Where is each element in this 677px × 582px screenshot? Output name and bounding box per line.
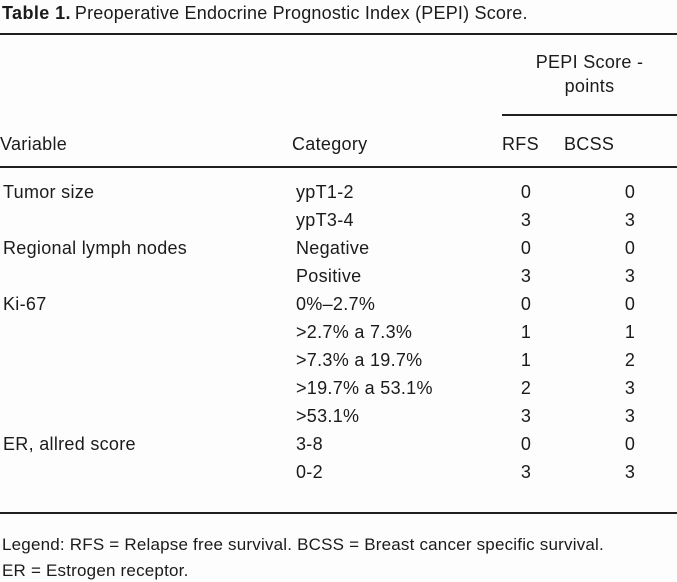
table-row: 0-2 3 3 xyxy=(0,458,677,513)
rfs-score-cell: 1 xyxy=(520,350,532,370)
variable-cell xyxy=(0,402,292,430)
rfs-score-cell: 1 xyxy=(520,322,532,342)
variable-cell: ER, allred score xyxy=(3,434,136,454)
legend-line-2: ER = Estrogen receptor. xyxy=(2,561,189,580)
table-row: Regional lymph nodes Negative 0 0 xyxy=(0,234,677,262)
rfs-score-cell: 2 xyxy=(520,378,532,398)
column-header-row: Variable Category RFS BCSS xyxy=(0,115,677,168)
spanner-line-1: PEPI Score - xyxy=(535,52,644,72)
pepi-score-points-spanner: PEPI Score - points xyxy=(502,34,677,116)
table-caption: Preoperative Endocrine Prognostic Index … xyxy=(74,3,528,23)
category-cell: Positive xyxy=(296,266,362,286)
category-cell: 0%–2.7% xyxy=(296,294,376,314)
table-row: Ki-67 0%–2.7% 0 0 xyxy=(0,290,677,318)
bcss-score-cell: 3 xyxy=(624,462,636,482)
table-row: Tumor size ypT1-2 0 0 xyxy=(0,167,677,206)
table-number-label: Table 1. xyxy=(2,3,71,23)
bcss-score-cell: 2 xyxy=(624,350,636,370)
bcss-score-cell: 0 xyxy=(624,294,636,314)
category-cell: >53.1% xyxy=(296,406,360,426)
column-header-variable: Variable xyxy=(0,115,292,168)
rfs-score-cell: 3 xyxy=(520,266,532,286)
spanner-row: PEPI Score - points xyxy=(0,34,677,116)
table-title: Table 1. Preoperative Endocrine Prognosti… xyxy=(0,2,677,24)
variable-cell: Tumor size xyxy=(3,182,95,202)
rfs-score-cell: 3 xyxy=(520,210,532,230)
table-row: >53.1% 3 3 xyxy=(0,402,677,430)
legend-line-1: Legend: RFS = Relapse free survival. BCS… xyxy=(2,535,604,554)
category-cell: ypT3-4 xyxy=(296,210,354,230)
variable-cell xyxy=(0,262,292,290)
rfs-score-cell: 0 xyxy=(520,238,532,258)
category-cell: >2.7% a 7.3% xyxy=(296,322,413,342)
bcss-score-cell: 3 xyxy=(624,266,636,286)
variable-cell xyxy=(0,318,292,346)
variable-cell xyxy=(0,458,292,513)
bcss-score-cell: 1 xyxy=(624,322,636,342)
category-cell: >19.7% a 53.1% xyxy=(296,378,433,398)
column-header-category: Category xyxy=(292,115,502,168)
table-legend: Legend: RFS = Relapse free survival. BCS… xyxy=(0,532,677,582)
table-row: Positive 3 3 xyxy=(0,262,677,290)
variable-cell xyxy=(0,206,292,234)
bcss-score-cell: 3 xyxy=(624,378,636,398)
rfs-score-cell: 3 xyxy=(520,406,532,426)
column-header-bcss: BCSS xyxy=(564,115,677,168)
bcss-score-cell: 3 xyxy=(624,210,636,230)
bcss-score-cell: 3 xyxy=(624,406,636,426)
bcss-score-cell: 0 xyxy=(624,238,636,258)
spanner-spacer-cell xyxy=(0,34,502,115)
variable-cell: Regional lymph nodes xyxy=(3,238,188,258)
pepi-score-table: PEPI Score - points Variable Category RF… xyxy=(0,33,677,514)
bcss-score-cell: 0 xyxy=(624,182,636,202)
bcss-score-cell: 0 xyxy=(624,434,636,454)
spanner-line-2: points xyxy=(564,76,615,96)
category-cell: 0-2 xyxy=(296,462,323,482)
table-row: ypT3-4 3 3 xyxy=(0,206,677,234)
category-cell: ypT1-2 xyxy=(296,182,354,202)
table-row: >7.3% a 19.7% 1 2 xyxy=(0,346,677,374)
rfs-score-cell: 0 xyxy=(520,182,532,202)
variable-cell xyxy=(0,374,292,402)
category-cell: 3-8 xyxy=(296,434,323,454)
rfs-score-cell: 3 xyxy=(520,462,532,482)
table-row: >2.7% a 7.3% 1 1 xyxy=(0,318,677,346)
rfs-score-cell: 0 xyxy=(520,294,532,314)
column-header-rfs: RFS xyxy=(502,115,564,168)
category-cell: Negative xyxy=(296,238,370,258)
rfs-score-cell: 0 xyxy=(520,434,532,454)
table-row: ER, allred score 3-8 0 0 xyxy=(0,430,677,458)
variable-cell: Ki-67 xyxy=(3,294,47,314)
category-cell: >7.3% a 19.7% xyxy=(296,350,423,370)
table-row: >19.7% a 53.1% 2 3 xyxy=(0,374,677,402)
variable-cell xyxy=(0,346,292,374)
